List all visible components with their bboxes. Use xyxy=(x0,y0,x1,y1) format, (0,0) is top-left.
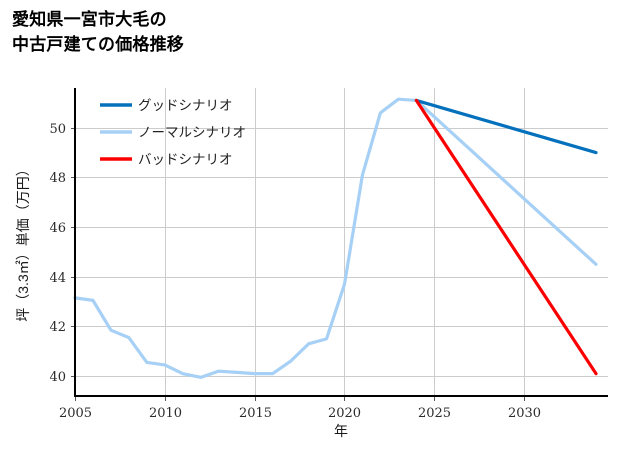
y-tick-label: 50 xyxy=(49,122,66,137)
gridlines-group xyxy=(75,88,608,396)
x-tick-label: 2025 xyxy=(418,406,451,421)
series-line xyxy=(73,97,598,379)
y-tick-label: 46 xyxy=(49,221,66,236)
chart-title-line-2: 中古戸建ての価格推移 xyxy=(12,34,184,54)
y-tick-label: 48 xyxy=(49,171,66,186)
x-axis-title: 年 xyxy=(334,423,348,439)
x-tick-label: 2020 xyxy=(328,406,361,421)
axes-group xyxy=(73,88,608,398)
legend-label: ノーマルシナリオ xyxy=(138,125,246,140)
x-tick-labels-group: 2005 2010 2015 2020 2025 2030 xyxy=(59,406,541,421)
x-tick-label: 2005 xyxy=(59,406,92,421)
series-line xyxy=(414,98,598,376)
x-tick-label: 2030 xyxy=(508,406,541,421)
chart-title-line-1: 愛知県一宮市大毛の xyxy=(12,10,167,29)
y-tick-label: 42 xyxy=(49,320,66,335)
y-tick-label: 40 xyxy=(49,370,66,385)
y-tick-label: 44 xyxy=(49,271,66,286)
chart-title: 愛知県一宮市大毛の 中古戸建ての価格推移 xyxy=(12,8,184,57)
tickmarks-group xyxy=(71,127,526,401)
x-tick-label: 2015 xyxy=(239,406,272,421)
y-axis-title: 坪（3.3㎡）単価（万円） xyxy=(15,162,31,321)
series-group xyxy=(73,97,598,379)
legend-label: グッドシナリオ xyxy=(138,98,233,113)
series-line xyxy=(414,98,598,155)
y-tick-labels-group: 40 42 44 46 48 50 xyxy=(49,122,66,385)
x-tick-label: 2010 xyxy=(149,406,182,421)
legend-label: バッドシナリオ xyxy=(138,152,233,167)
